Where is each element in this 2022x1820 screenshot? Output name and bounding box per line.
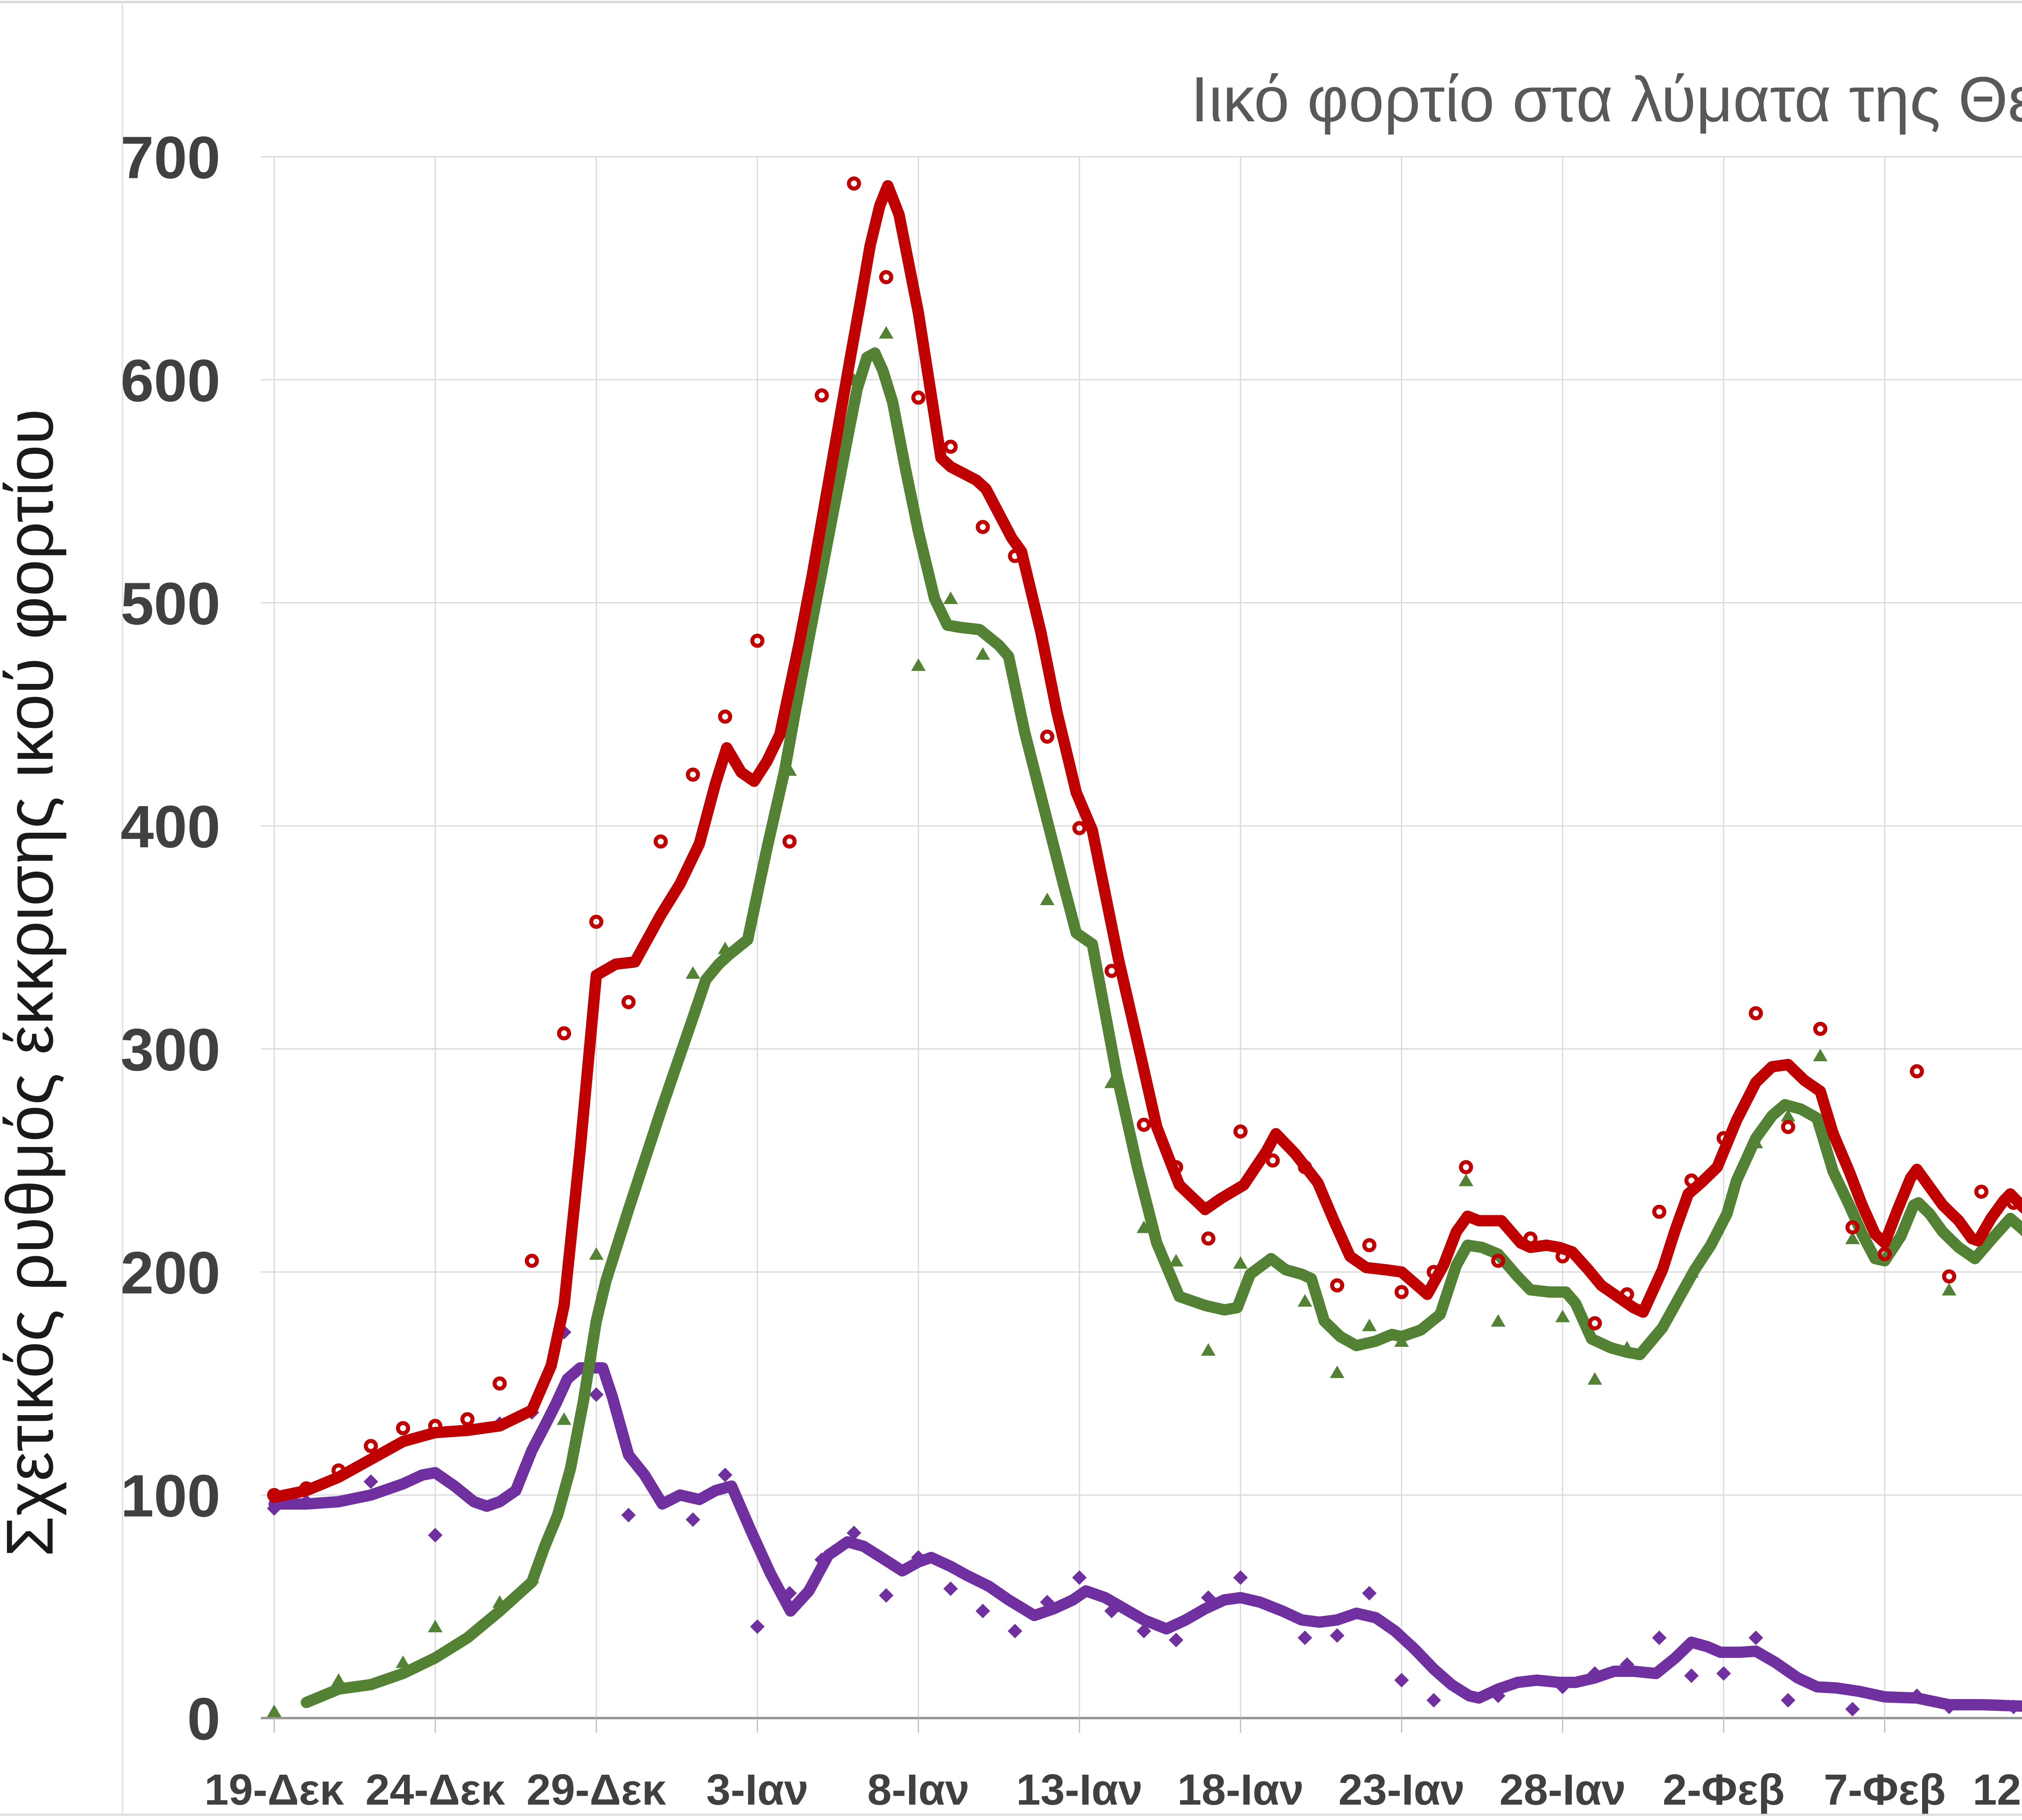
svg-text:8-Ιαν: 8-Ιαν bbox=[867, 1765, 970, 1814]
svg-text:3-Ιαν: 3-Ιαν bbox=[706, 1765, 809, 1814]
svg-text:Ιικό φορτίο στα λύματα της Θεσ: Ιικό φορτίο στα λύματα της Θεσσαλονίκης bbox=[1191, 64, 2022, 135]
svg-text:28-Ιαν: 28-Ιαν bbox=[1500, 1765, 1626, 1814]
svg-text:23-Ιαν: 23-Ιαν bbox=[1339, 1765, 1465, 1814]
svg-text:200: 200 bbox=[121, 1240, 220, 1306]
svg-text:19-Δεκ: 19-Δεκ bbox=[204, 1765, 344, 1814]
svg-text:0: 0 bbox=[187, 1686, 220, 1752]
svg-text:13-Ιαν: 13-Ιαν bbox=[1016, 1765, 1143, 1814]
svg-text:12-Φεβ: 12-Φεβ bbox=[1973, 1765, 2022, 1814]
svg-text:18-Ιαν: 18-Ιαν bbox=[1177, 1765, 1304, 1814]
svg-text:Σχετικός ρυθμός έκκρισης ικού: Σχετικός ρυθμός έκκρισης ικού φορτίου bbox=[0, 408, 67, 1557]
svg-text:24-Δεκ: 24-Δεκ bbox=[366, 1765, 506, 1814]
svg-text:600: 600 bbox=[121, 347, 220, 414]
svg-text:100: 100 bbox=[121, 1463, 220, 1530]
svg-text:400: 400 bbox=[121, 794, 220, 860]
svg-text:700: 700 bbox=[121, 125, 220, 191]
svg-text:7-Φεβ: 7-Φεβ bbox=[1824, 1765, 1946, 1814]
svg-text:300: 300 bbox=[121, 1017, 220, 1084]
svg-text:2-Φεβ: 2-Φεβ bbox=[1662, 1765, 1785, 1814]
svg-text:500: 500 bbox=[121, 571, 220, 637]
svg-text:29-Δεκ: 29-Δεκ bbox=[527, 1765, 666, 1814]
